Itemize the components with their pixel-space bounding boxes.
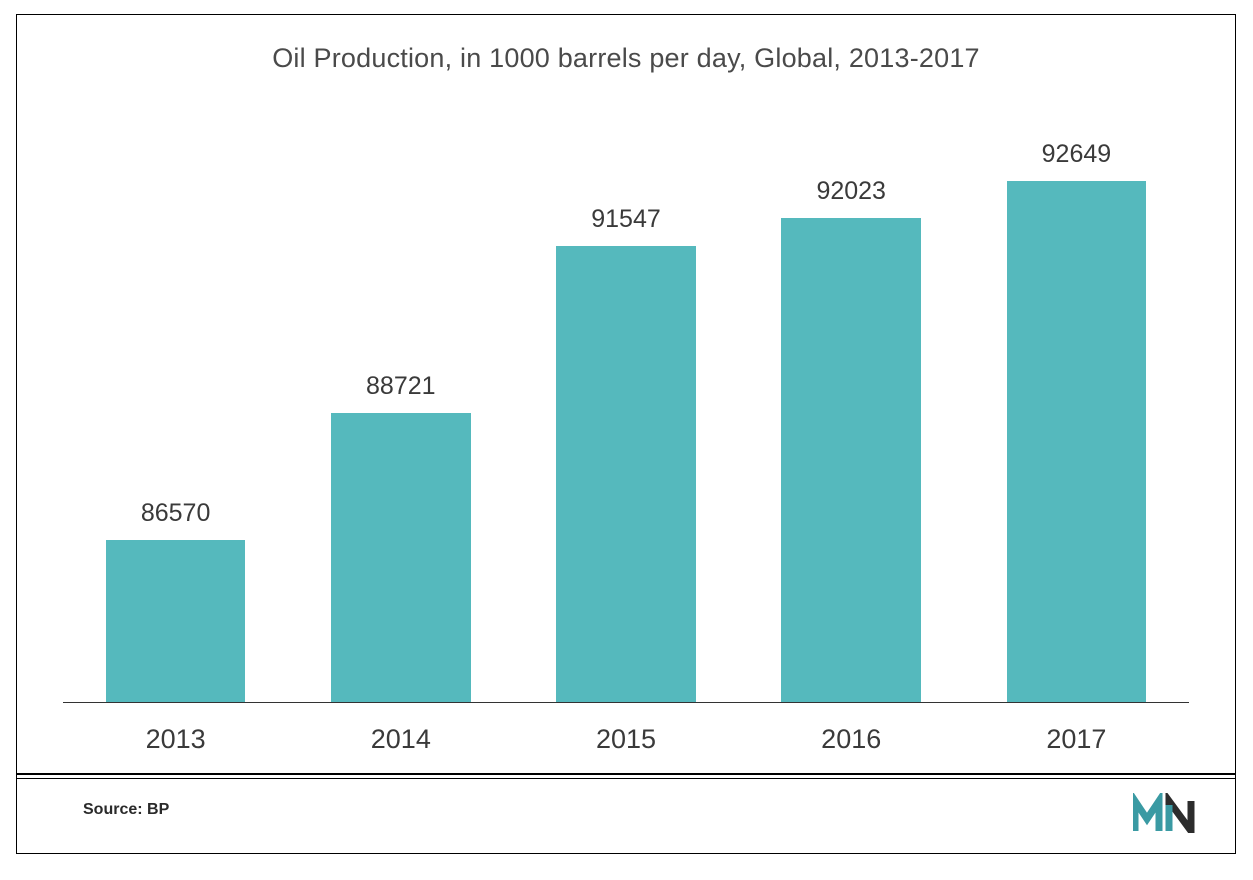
chart-title: Oil Production, in 1000 barrels per day,… [17,15,1235,74]
brand-logo [1133,793,1207,833]
bar-slot: 91547 [513,125,738,703]
bar-slot: 88721 [288,125,513,703]
x-axis-tick: 2017 [964,724,1189,755]
bars-container: 86570 88721 91547 92023 92649 [63,125,1189,703]
bar-value-label: 92649 [1042,140,1112,169]
x-axis-tick: 2015 [513,724,738,755]
bar-rect [781,218,921,703]
bar-rect [106,540,246,703]
source-attribution: Source: BP [83,801,169,819]
bar-slot: 92023 [739,125,964,703]
bar-value-label: 92023 [816,177,886,206]
bar-rect [556,246,696,703]
x-axis-baseline [63,702,1189,703]
x-axis-tick: 2016 [739,724,964,755]
bar-rect [331,413,471,703]
x-axis-tick: 2013 [63,724,288,755]
bar-value-label: 86570 [141,499,211,528]
bar-value-label: 91547 [591,205,661,234]
logo-mark-m-icon [1135,801,1159,831]
bar-rect [1007,181,1147,703]
plot-area: 86570 88721 91547 92023 92649 [63,125,1189,703]
bar-slot: 86570 [63,125,288,703]
x-axis-tick: 2014 [288,724,513,755]
footer-divider [17,773,1235,779]
x-axis: 20132014201520162017 [63,724,1189,755]
bar-slot: 92649 [964,125,1189,703]
chart-frame: Oil Production, in 1000 barrels per day,… [16,14,1236,854]
bar-value-label: 88721 [366,372,436,401]
